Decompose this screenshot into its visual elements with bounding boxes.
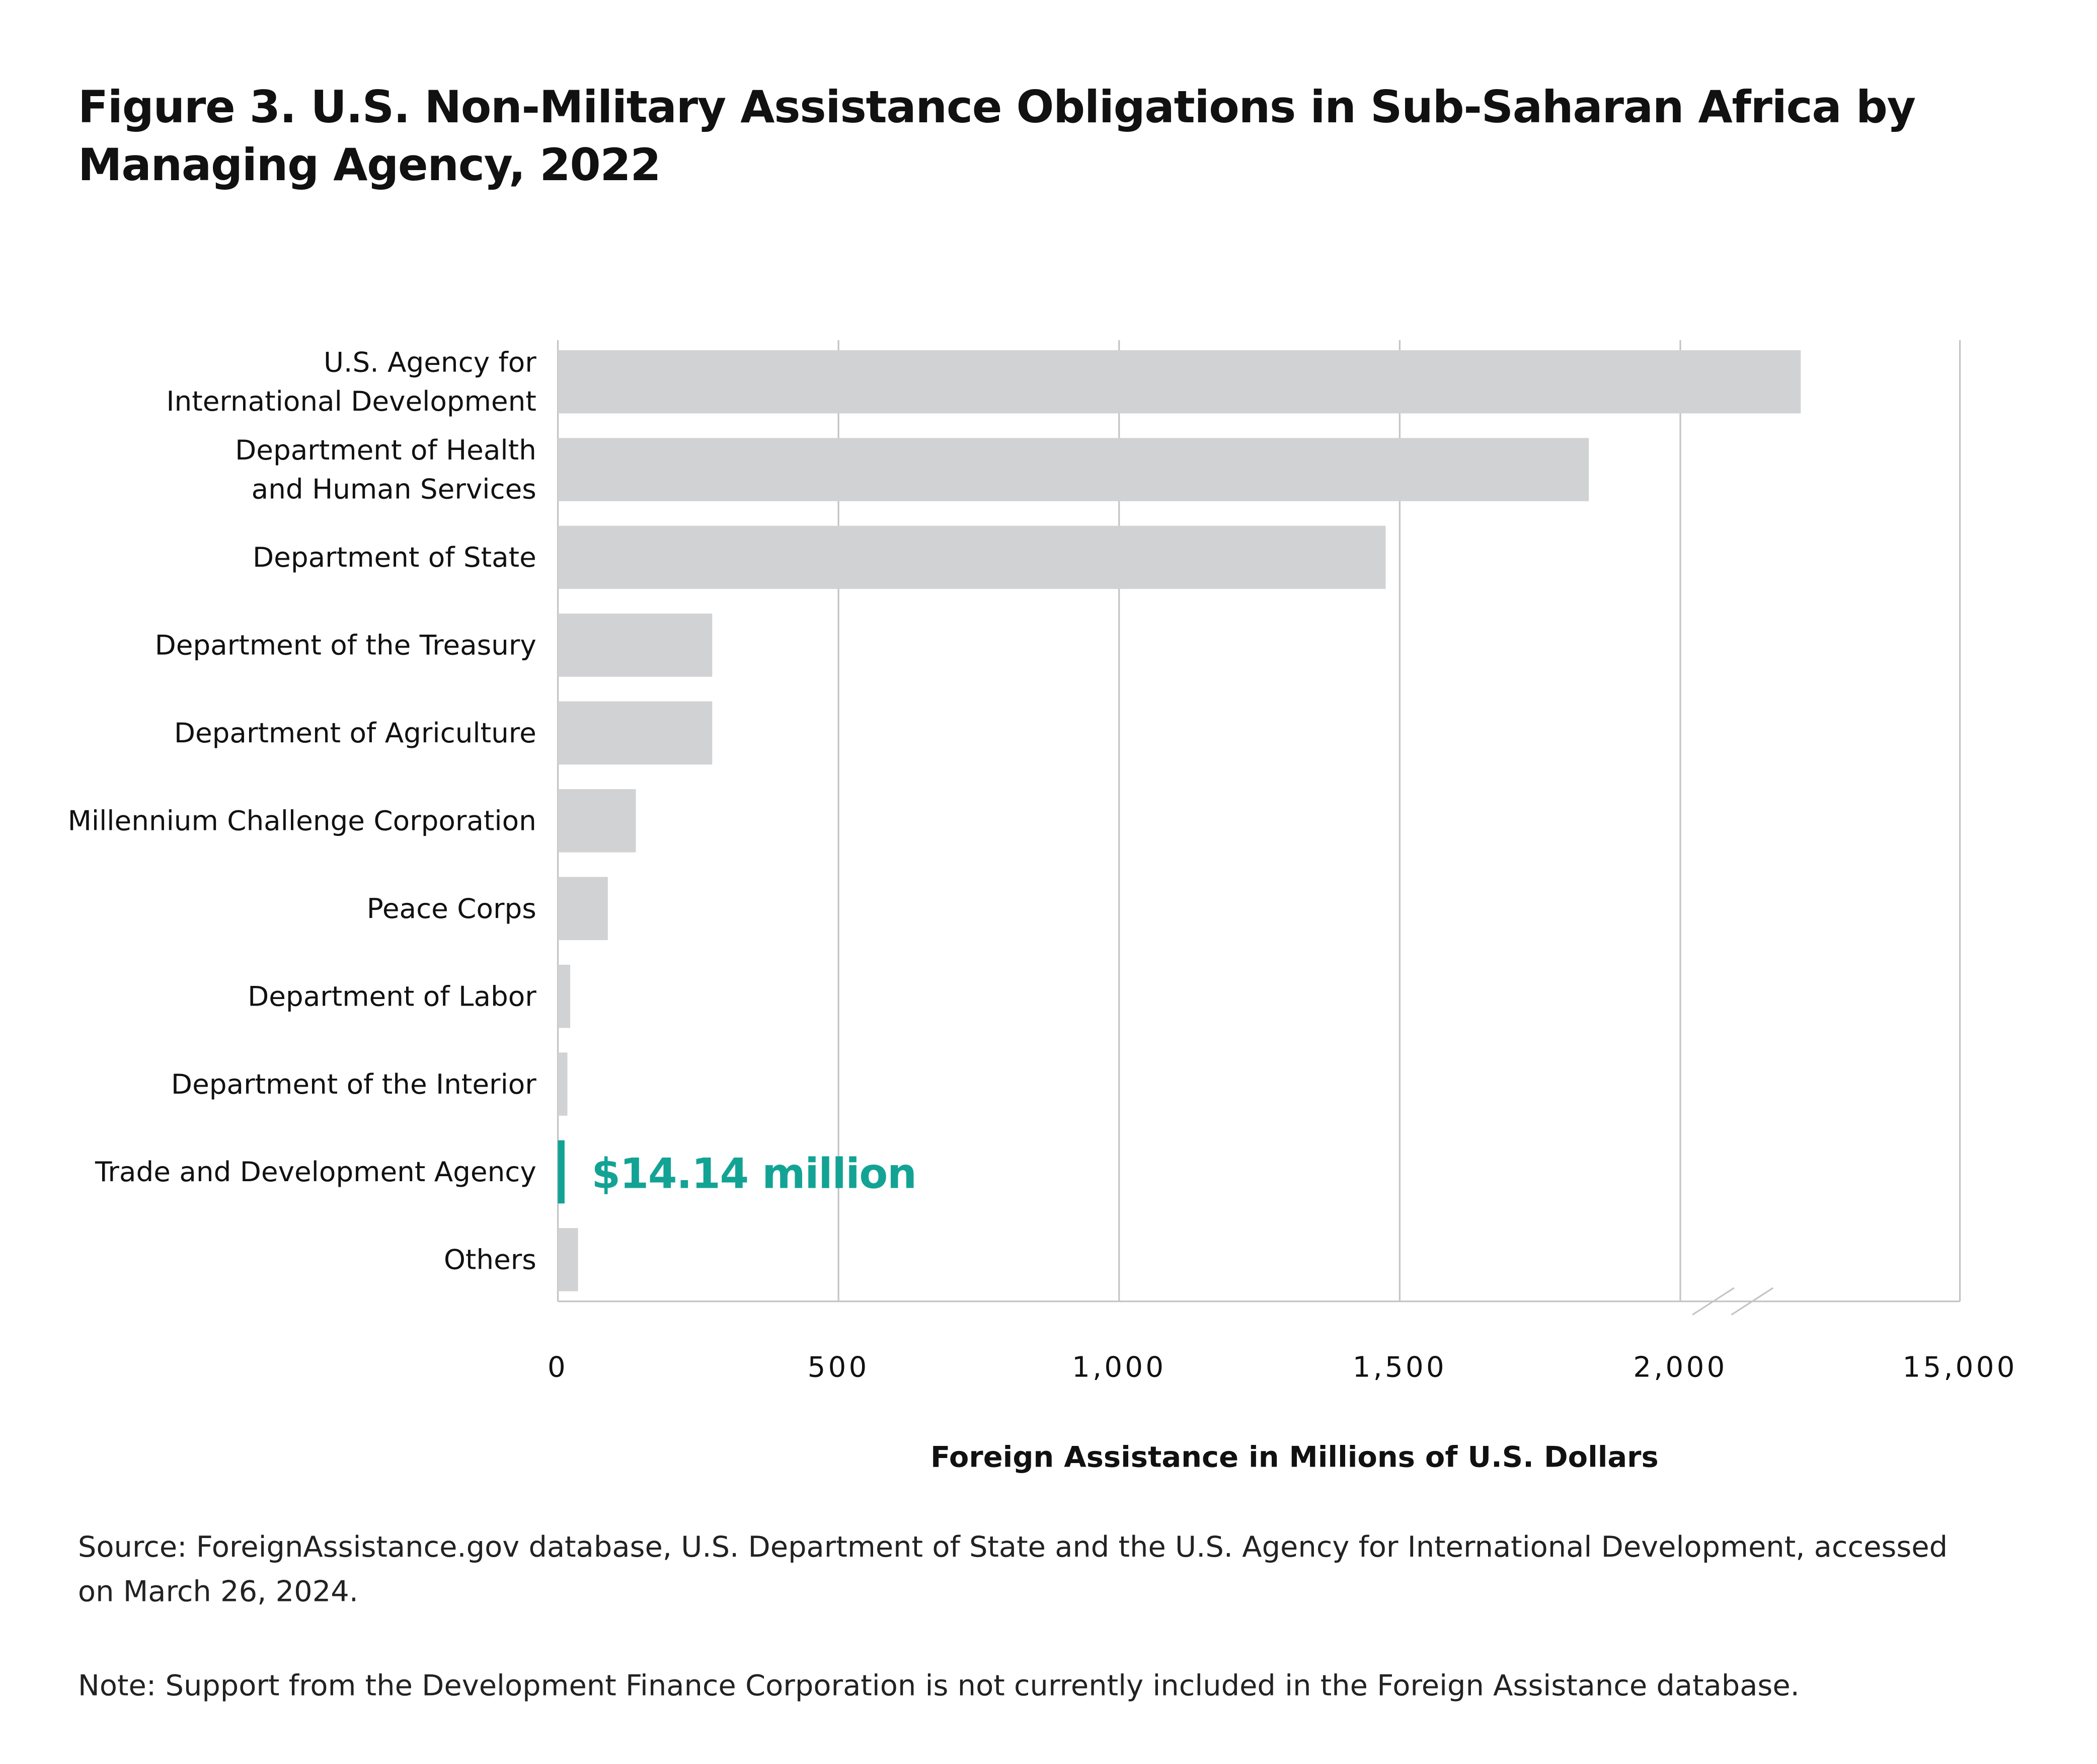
x-tick-label: 2,000: [1633, 1351, 1727, 1384]
x-tick-label: 0: [548, 1351, 568, 1384]
footnote: Note: Support from the Development Finan…: [77, 1669, 1800, 1704]
bar: [558, 438, 1589, 501]
bar: [558, 964, 571, 1028]
category-label: Peace Corps: [367, 892, 536, 925]
bar: [558, 525, 1386, 589]
bar: [558, 350, 1801, 414]
bar: [558, 1228, 578, 1291]
category-label: Department of the Interior: [171, 1068, 536, 1100]
bar: [558, 701, 713, 765]
bar: [558, 789, 636, 853]
bar: [558, 1140, 565, 1204]
category-label: Department of Health: [235, 434, 536, 466]
x-tick-label: 15,000: [1902, 1351, 2017, 1384]
chart-title: Figure 3. U.S. Non-Military Assistance O…: [77, 81, 1916, 191]
category-label: International Development: [166, 385, 536, 417]
bar: [558, 613, 713, 677]
x-tick-label: 1,500: [1353, 1351, 1447, 1384]
category-label: Department of Labor: [248, 980, 536, 1012]
x-tick-label: 1,000: [1072, 1351, 1166, 1384]
category-label: Department of the Treasury: [155, 629, 536, 661]
bar: [558, 877, 608, 940]
axis-break-mark: [1731, 1287, 1774, 1316]
category-label: Department of Agriculture: [174, 717, 536, 749]
category-label: Department of State: [253, 541, 536, 573]
category-label: Trade and Development Agency: [95, 1156, 536, 1188]
data-label: $14.14 million: [591, 1149, 916, 1198]
category-label: Others: [444, 1244, 536, 1276]
category-label: U.S. Agency for: [324, 346, 536, 378]
source-note: Source: ForeignAssistance.gov database, …: [77, 1531, 1948, 1609]
x-axis-title: Foreign Assistance in Millions of U.S. D…: [930, 1440, 1659, 1474]
axis-break-mark: [1692, 1287, 1735, 1316]
category-label: Millennium Challenge Corporation: [68, 804, 536, 836]
x-tick-label: 500: [808, 1351, 870, 1384]
category-label: and Human Services: [252, 473, 536, 505]
bar: [558, 1052, 568, 1116]
